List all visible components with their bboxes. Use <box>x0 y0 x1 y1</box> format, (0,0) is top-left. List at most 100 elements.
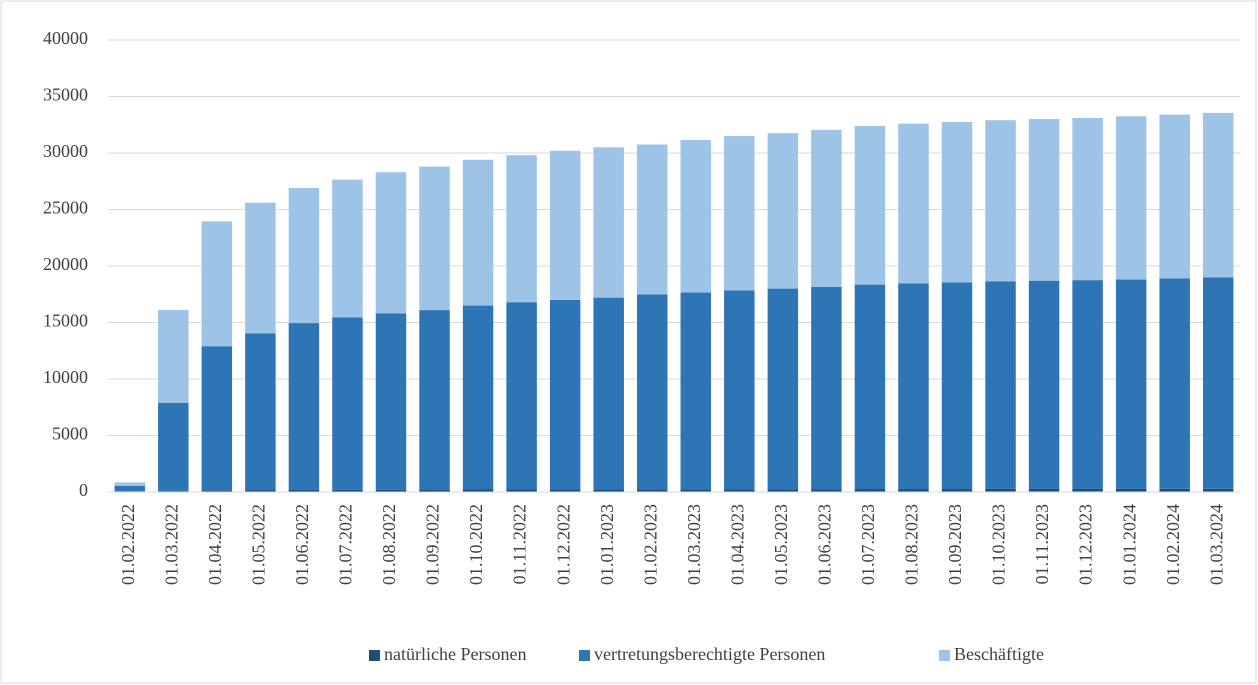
legend-swatch <box>939 650 950 661</box>
bar-segment <box>201 221 233 347</box>
legend-label: vertretungsberechtigte Personen <box>594 644 825 664</box>
bar-segment <box>462 305 494 490</box>
bar-segment <box>941 282 973 490</box>
bar-segment <box>1159 488 1190 492</box>
bar-segment <box>636 489 668 492</box>
y-tick-label: 40000 <box>43 28 88 48</box>
bar-segment <box>158 490 189 492</box>
bar-segment <box>985 488 1016 492</box>
bar-segment <box>1072 117 1103 281</box>
y-tick-label: 30000 <box>43 141 88 161</box>
bar-segment <box>288 323 320 490</box>
bar-segment <box>158 402 189 491</box>
bar-segment <box>158 310 189 403</box>
legend-label: natürliche Personen <box>384 644 526 664</box>
bar-segment <box>724 489 755 492</box>
bar-segment <box>245 490 276 492</box>
bar-segment <box>811 286 842 490</box>
bar-segment <box>898 123 929 284</box>
x-tick-label: 01.12.2023 <box>1076 504 1096 585</box>
bar-segment <box>332 489 363 492</box>
bar-segment <box>114 482 146 486</box>
x-tick-label: 01.12.2022 <box>553 504 573 585</box>
bar-segment <box>1028 488 1060 492</box>
bar-segment <box>375 489 407 492</box>
bar-segment <box>593 297 624 490</box>
bar-segment <box>1115 488 1147 492</box>
y-tick-label: 15000 <box>43 311 88 331</box>
bar-segment <box>1202 112 1234 278</box>
x-tick-label: 01.04.2022 <box>205 504 225 585</box>
bar-segment <box>419 166 450 311</box>
bar-segment <box>854 489 886 492</box>
bar-segment <box>941 121 973 283</box>
y-tick-label: 35000 <box>43 85 88 105</box>
x-tick-label: 01.05.2023 <box>771 504 791 585</box>
bar-segment <box>767 288 799 490</box>
bar-segment <box>680 489 712 492</box>
bar-segment <box>549 150 581 300</box>
bar-segment <box>854 125 886 285</box>
legend-label: Beschäftigte <box>954 644 1044 664</box>
bar-segment <box>636 144 668 295</box>
bar-segment <box>419 310 450 490</box>
bar-segment <box>201 346 233 491</box>
bar-segment <box>593 147 624 298</box>
bar-segment <box>462 159 494 306</box>
bar-segment <box>1202 277 1234 489</box>
x-tick-label: 01.08.2022 <box>379 504 399 585</box>
x-tick-label: 01.03.2022 <box>161 504 181 585</box>
y-tick-label: 10000 <box>43 367 88 387</box>
bar-segment <box>985 281 1016 489</box>
bar-segment <box>724 290 755 490</box>
bar-segment <box>1159 114 1190 279</box>
bar-segment <box>549 489 581 492</box>
bar-segment <box>201 490 233 492</box>
bar-segment <box>332 317 363 490</box>
x-tick-label: 01.06.2023 <box>815 504 835 585</box>
bar-segment <box>549 299 581 490</box>
x-tick-label: 01.09.2023 <box>945 504 965 585</box>
bar-segment <box>1115 116 1147 280</box>
bar-segment <box>114 485 146 492</box>
bar-segment <box>767 489 799 492</box>
x-tick-label: 01.10.2022 <box>466 504 486 585</box>
y-tick-label: 5000 <box>52 424 88 444</box>
bar-segment <box>680 140 712 293</box>
bar-segment <box>854 284 886 490</box>
legend-swatch <box>579 650 590 661</box>
bar-segment <box>375 313 407 490</box>
bar-segment <box>593 489 624 492</box>
bar-segment <box>811 489 842 492</box>
bar-segment <box>724 136 755 291</box>
bar-segment <box>506 155 537 303</box>
x-tick-label: 01.08.2023 <box>902 504 922 585</box>
x-tick-label: 01.01.2024 <box>1119 504 1139 585</box>
y-tick-label: 25000 <box>43 198 88 218</box>
bar-segment <box>1115 279 1147 489</box>
bar-segment <box>462 489 494 492</box>
bar-segment <box>898 283 929 490</box>
x-tick-label: 01.11.2023 <box>1032 504 1052 584</box>
bar-segment <box>332 179 363 318</box>
bar-segment <box>1159 278 1190 489</box>
bar-segment <box>419 489 450 492</box>
bar-segment <box>811 129 842 287</box>
y-tick-label: 20000 <box>43 254 88 274</box>
x-tick-label: 01.06.2022 <box>292 504 312 585</box>
x-tick-label: 01.04.2023 <box>727 504 747 585</box>
bar-segment <box>506 302 537 490</box>
x-tick-label: 01.11.2022 <box>510 504 530 584</box>
bar-segment <box>767 133 799 289</box>
x-tick-label: 01.10.2023 <box>989 504 1009 585</box>
x-tick-label: 01.03.2023 <box>684 504 704 585</box>
bar-segment <box>1028 119 1060 281</box>
x-tick-label: 01.05.2022 <box>249 504 269 585</box>
legend-swatch <box>369 650 380 661</box>
bar-segment <box>680 292 712 490</box>
x-tick-label: 01.07.2023 <box>858 504 878 585</box>
bar-segment <box>1072 488 1103 492</box>
bar-segment <box>245 202 276 334</box>
